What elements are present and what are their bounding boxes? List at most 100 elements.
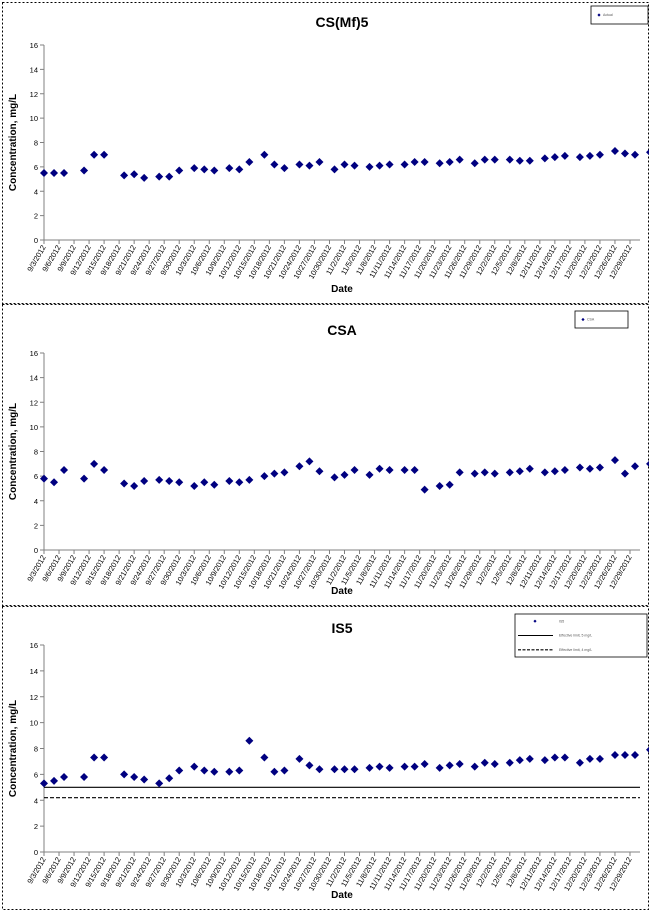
y-tick-label: 14	[30, 374, 38, 383]
y-tick-label: 12	[30, 693, 38, 702]
chart-title: CS(Mf)5	[316, 14, 369, 30]
data-point	[270, 767, 279, 776]
data-point	[575, 153, 584, 162]
data-point	[130, 170, 139, 179]
y-tick-label: 16	[30, 641, 38, 650]
legend-box	[574, 310, 629, 329]
data-point	[410, 465, 419, 474]
y-tick-label: 6	[34, 770, 38, 779]
data-point	[235, 478, 244, 487]
data-point	[480, 758, 489, 767]
data-point	[200, 165, 209, 174]
data-point	[120, 171, 129, 180]
data-point	[550, 467, 559, 476]
data-point	[525, 156, 534, 165]
data-point	[140, 477, 149, 486]
data-point	[365, 470, 374, 479]
data-point	[260, 150, 269, 159]
data-point	[400, 160, 409, 169]
legend-label: Actual	[603, 13, 613, 17]
data-point	[525, 754, 534, 763]
data-point	[470, 762, 479, 771]
data-point	[40, 474, 48, 483]
data-point	[140, 775, 149, 784]
y-axis-label: Concentration, mg/L	[8, 94, 19, 191]
data-point	[200, 478, 209, 487]
chart-panel-is5: IS5 Concentration, mg/L Date 0 2 4 6 8 10 12 14 16 9…	[2, 606, 649, 910]
legend-label: IS5	[559, 619, 564, 623]
data-point	[630, 750, 639, 759]
data-point	[630, 150, 639, 159]
data-point	[410, 762, 419, 771]
legend-marker	[581, 317, 585, 322]
data-point	[315, 467, 324, 476]
x-axis-label: Date	[331, 586, 353, 597]
data-point	[280, 164, 289, 173]
legend-marker	[597, 13, 601, 17]
data-point	[80, 772, 89, 781]
y-tick-label: 10	[30, 423, 38, 432]
data-point	[620, 469, 629, 478]
y-tick-label: 16	[30, 41, 38, 50]
data-point	[260, 472, 269, 481]
data-point	[225, 477, 234, 486]
data-point	[550, 153, 559, 162]
data-point	[445, 480, 454, 489]
data-point	[410, 158, 419, 166]
data-point	[155, 475, 164, 484]
y-tick-label: 6	[34, 472, 38, 481]
data-point	[100, 150, 109, 159]
data-point	[175, 766, 184, 775]
legend: IS5 Effective limit, 5 mg/L Effective limi…	[514, 613, 648, 658]
data-point	[480, 155, 489, 164]
data-point	[270, 469, 279, 478]
data-point	[245, 158, 254, 166]
data-point	[595, 463, 604, 472]
data-point	[455, 760, 464, 769]
data-point	[60, 772, 69, 781]
data-point	[400, 465, 409, 474]
data-point	[490, 760, 499, 769]
y-tick-label: 8	[34, 139, 38, 148]
data-point	[646, 149, 649, 156]
data-point	[400, 762, 409, 771]
data-point	[120, 479, 129, 488]
y-tick-label: 16	[30, 349, 38, 358]
data-point	[295, 462, 304, 471]
data-point	[305, 761, 314, 770]
data-point	[245, 736, 254, 745]
data-point	[210, 480, 219, 489]
y-tick-label: 4	[34, 796, 38, 805]
chart-frame	[2, 304, 649, 606]
legend-label: CSA	[587, 318, 595, 322]
y-axis-label: Concentration, mg/L	[8, 700, 19, 797]
data-point	[350, 161, 359, 170]
legend: Actual	[590, 5, 649, 25]
legend-label: Effective limit, 4 mg/L	[559, 648, 592, 652]
y-tick-label: 2	[34, 212, 38, 221]
data-point	[515, 467, 524, 476]
data-point	[235, 766, 244, 775]
data-point	[120, 770, 129, 779]
data-point	[375, 464, 384, 473]
data-point	[620, 750, 629, 759]
data-point	[165, 172, 174, 181]
data-point	[200, 766, 209, 775]
y-tick-label: 2	[34, 822, 38, 831]
data-point	[305, 161, 314, 170]
data-point	[155, 779, 164, 788]
data-point	[646, 746, 649, 753]
data-point	[435, 763, 444, 772]
data-point	[190, 164, 199, 173]
data-point	[225, 164, 234, 173]
data-point	[190, 481, 199, 490]
data-point	[550, 753, 559, 762]
data-point	[295, 160, 304, 169]
data-point	[375, 762, 384, 771]
data-point	[490, 469, 499, 478]
data-point	[585, 151, 594, 160]
data-point	[575, 758, 584, 767]
legend: CSA	[574, 310, 629, 329]
data-point	[40, 779, 48, 788]
data-point	[420, 760, 429, 769]
